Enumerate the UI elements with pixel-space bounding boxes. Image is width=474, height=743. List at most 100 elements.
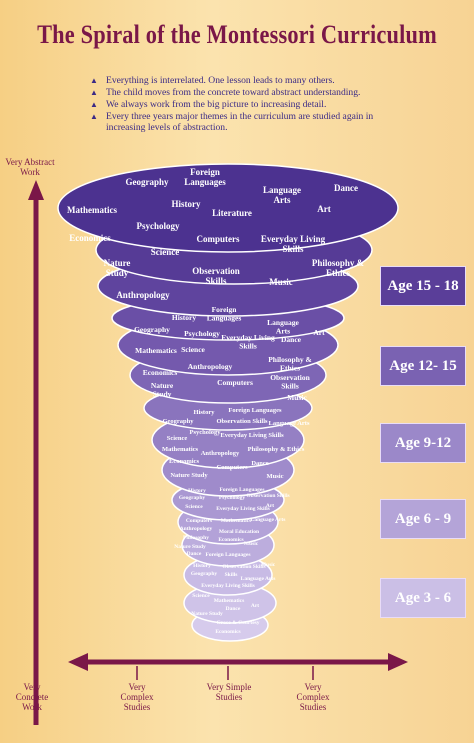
subject-label-philosophy-ethics: Philosophy & Ethics xyxy=(312,258,365,278)
subject-label-language-arts: Language Arts xyxy=(267,318,299,336)
subject-label-geography: Geography xyxy=(162,418,194,425)
subject-label-anthropology: Anthropology xyxy=(180,526,213,532)
subject-label-literature: Literature xyxy=(212,208,252,218)
subject-label-language-arts: Language Arts xyxy=(241,576,276,582)
subject-label-history: History xyxy=(194,409,216,416)
ring-age-15-18-top xyxy=(57,163,399,253)
subject-label-grace-courtesy: Grace & Courtesy xyxy=(216,620,259,626)
subject-label-language-arts: Language Arts xyxy=(263,185,301,205)
horizontal-axis-label: Very Complex Studies xyxy=(296,682,330,712)
subject-label-art: Art xyxy=(317,204,331,214)
subject-label-science: Science xyxy=(185,504,203,510)
subject-label-foreign-languages: Foreign Languages xyxy=(184,167,226,187)
subject-label-philosophy-ethics: Philosophy & Ethics xyxy=(248,446,305,453)
subject-label-mathematics: Mathematics xyxy=(135,346,177,355)
subject-label-mathematics: Mathematics xyxy=(221,518,252,524)
top-axis-label: Very Abstract Work xyxy=(5,157,55,177)
subject-label-economics: Economics xyxy=(69,233,111,243)
subject-label-art: Art xyxy=(313,328,325,337)
subject-label-observation-skills: Observation Skills xyxy=(222,564,265,570)
principles-list: ▲ Everything is interrelated. One lesson … xyxy=(90,75,390,134)
age-box-12-15: Age 12- 15 xyxy=(380,346,466,386)
triangle-bullet-icon: ▲ xyxy=(90,112,98,121)
subject-label-dance: Dance xyxy=(187,551,202,557)
principle-item: ▲ Every three years major themes in the c… xyxy=(90,111,374,133)
subject-label-computers: Computers xyxy=(217,378,253,387)
subject-label-science: Science xyxy=(167,435,188,442)
triangle-bullet-icon: ▲ xyxy=(90,88,98,97)
subject-label-history: History xyxy=(188,488,206,494)
subject-label-foreign-languages: Foreign Languages xyxy=(207,305,242,323)
subject-label-mathematics: Mathematics xyxy=(214,598,245,604)
subject-label-geography: Geography xyxy=(134,325,170,334)
subject-label-everyday-living-skills: Everyday Living Skills xyxy=(261,234,326,254)
spiral-subject-labels: Geography Foreign Languages History Language… xyxy=(67,167,365,635)
subject-label-foreign-languages: Foreign Languages xyxy=(206,552,251,558)
subject-label-music: Music xyxy=(261,562,276,568)
subject-label-nature-study: Nature Study xyxy=(174,544,206,550)
subject-label-art: Art xyxy=(266,503,274,509)
subject-label-economics: Economics xyxy=(215,629,240,635)
subject-label-language-arts: Language Arts xyxy=(251,517,286,523)
principle-item: ▲ We always work from the big picture to … xyxy=(90,99,327,110)
age-box-3-6: Age 3 - 6 xyxy=(380,578,466,618)
subject-label-dance: Dance xyxy=(226,606,241,612)
subject-label-economics: Economics xyxy=(169,458,199,465)
subject-label-language-arts: Language Arts xyxy=(269,420,310,427)
subject-label-history: History xyxy=(172,199,201,209)
subject-label-economics: Economics xyxy=(218,537,243,543)
subject-label-observation-skills: Observation Skills xyxy=(270,373,310,391)
subject-label-observation-skills: Observation Skills xyxy=(216,418,268,425)
abstraction-axis-arrowhead-icon xyxy=(28,180,44,200)
subject-label-mathematics: Mathematics xyxy=(162,446,199,453)
subject-label-science: Science xyxy=(151,247,180,257)
horizontal-axis-label: Very Simple Studies xyxy=(206,682,252,702)
subject-label-psychology: Psychology xyxy=(136,221,180,231)
triangle-bullet-icon: ▲ xyxy=(90,100,98,109)
age-box-6-9: Age 6 - 9 xyxy=(380,499,466,539)
subject-label-music: Music xyxy=(244,541,259,547)
subject-label-computers: Computers xyxy=(197,234,240,244)
subject-label-nature-study: Nature Study xyxy=(191,611,223,617)
subject-label-philosophy: Philosophy xyxy=(183,535,209,541)
subject-label-music: Music xyxy=(267,473,284,480)
subject-label-psychology: Psychology xyxy=(184,329,220,338)
subject-label-observation-skills: Observation Skills xyxy=(192,266,240,286)
subject-label-history: History xyxy=(193,563,211,569)
subject-label-dance: Dance xyxy=(281,335,302,344)
subject-label-computers: Computers xyxy=(216,464,248,471)
subject-label-foreign-languages: Foreign Languages xyxy=(220,487,265,493)
subject-label-nature-study: Nature Study xyxy=(170,472,208,479)
subject-label-everyday-living-skills: Everyday Living Skills xyxy=(216,506,270,512)
subject-label-economics: Economics xyxy=(143,368,178,377)
subject-label-dance: Dance xyxy=(251,460,268,467)
subject-label-everyday-living-skills: Everyday Living Skills xyxy=(201,583,255,589)
age-box-15-18: Age 15 - 18 xyxy=(380,266,466,306)
subject-label-geography: Geography xyxy=(191,571,218,577)
page-title: The Spiral of the Montessori Curriculum xyxy=(37,20,437,49)
subject-label-anthropology: Anthropology xyxy=(116,290,170,300)
subject-label-geography: Geography xyxy=(179,495,206,501)
subject-label-anthropology: Anthropology xyxy=(201,450,240,457)
subject-label-dance: Dance xyxy=(334,183,358,193)
subject-label-observation-skills: Observation Skills xyxy=(246,493,289,499)
subject-label-art: Art xyxy=(251,603,259,609)
subject-label-science: Science xyxy=(192,593,210,599)
age-box-9-12: Age 9-12 xyxy=(380,423,466,463)
subject-label-music: Music xyxy=(287,393,307,402)
triangle-bullet-icon: ▲ xyxy=(90,76,98,85)
subject-label-everyday-living-skills: Everyday Living Skills xyxy=(221,333,275,351)
complexity-axis-left-arrowhead-icon xyxy=(68,653,88,671)
subject-label-nature-study: Nature Study xyxy=(151,381,174,399)
subject-label-history: History xyxy=(172,313,196,322)
subject-label-geography: Geography xyxy=(125,177,169,187)
horizontal-axis-label: Very Complex Studies xyxy=(120,682,154,712)
subject-label-mathematics: Mathematics xyxy=(67,205,117,215)
subject-label-science: Science xyxy=(181,345,205,354)
subject-label-nature-study: Nature Study xyxy=(104,258,131,278)
spiral-rings xyxy=(57,163,399,642)
subject-label-anthropology: Anthropology xyxy=(188,362,233,371)
subject-label-philosophy-ethics: Philosophy & Ethics xyxy=(268,355,312,373)
subject-label-music: Music xyxy=(269,277,293,287)
